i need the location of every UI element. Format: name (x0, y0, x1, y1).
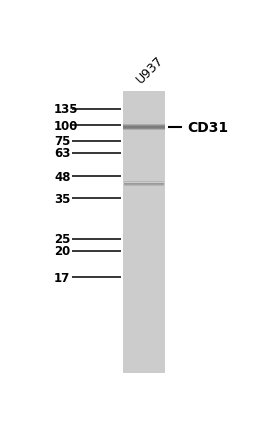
Text: 48: 48 (54, 170, 70, 183)
Text: 17: 17 (54, 271, 70, 284)
Text: 35: 35 (54, 193, 70, 206)
Text: CD31: CD31 (187, 121, 228, 135)
Bar (122, 91, 165, 373)
Text: 20: 20 (54, 244, 70, 258)
Text: U937: U937 (133, 54, 166, 86)
Text: 100: 100 (54, 120, 78, 132)
Text: 25: 25 (54, 233, 70, 246)
Text: 75: 75 (54, 135, 70, 148)
Text: 63: 63 (54, 147, 70, 160)
Text: 135: 135 (54, 103, 79, 116)
